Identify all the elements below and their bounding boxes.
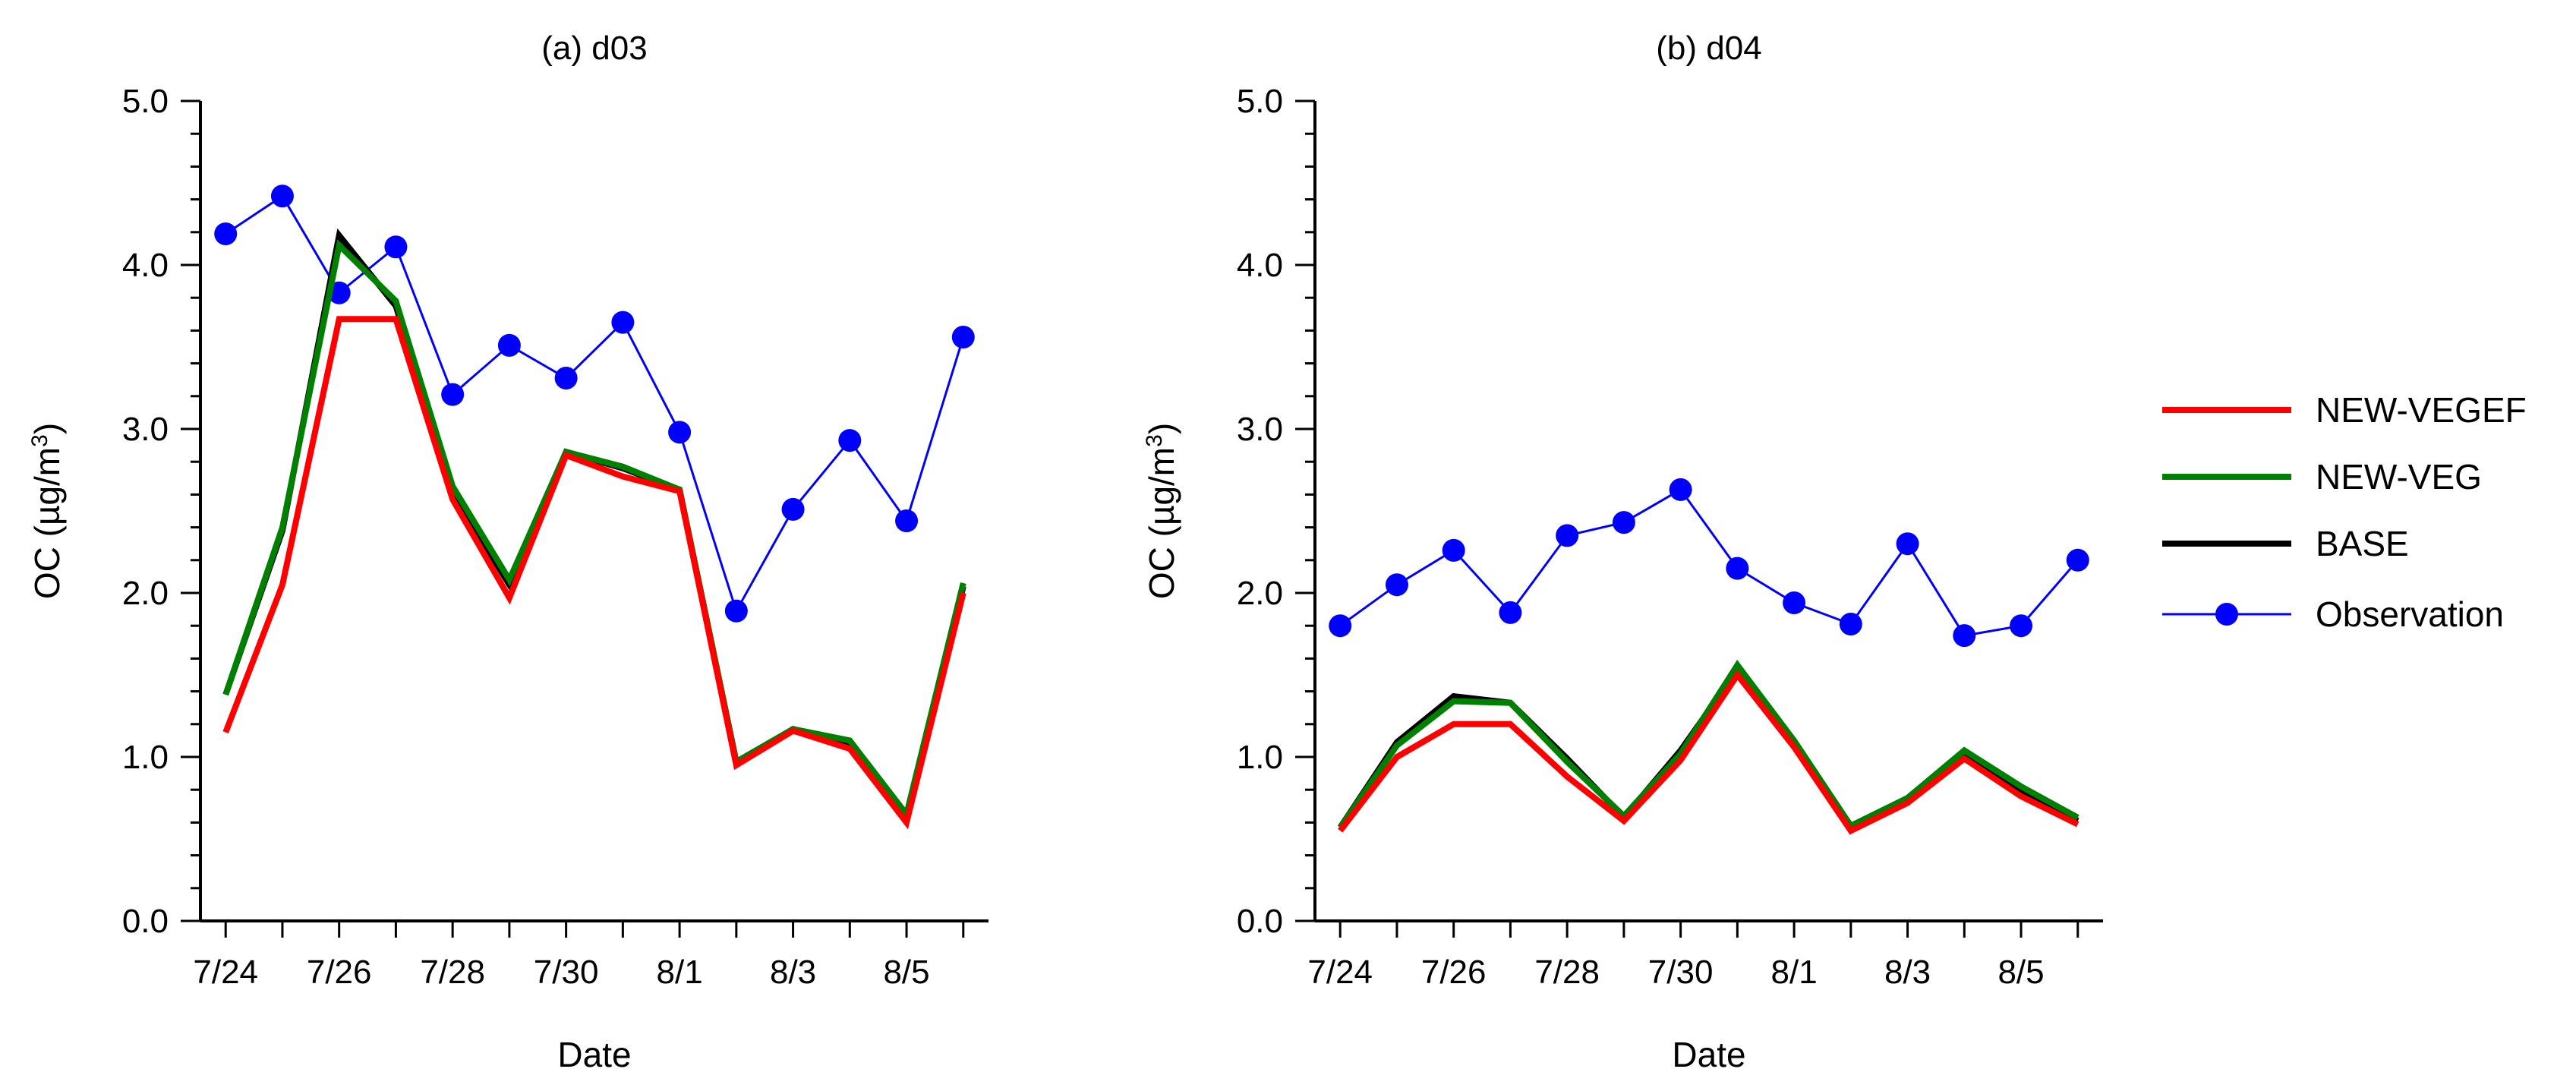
y-tick-label: 3.0 [122,411,169,448]
x-tick-label: 8/1 [1771,954,1818,991]
x-tick-label: 8/5 [1997,954,2044,991]
data-point [781,497,805,521]
series-observation [214,184,975,623]
x-tick-label: 8/3 [770,954,816,991]
x-tick-label: 7/26 [307,954,372,991]
x-tick-label: 7/24 [193,954,258,991]
series-line-new-veg [1337,659,2079,830]
y-axis-label: OC (µg/m3) [1142,423,1182,599]
y-tick-label: 4.0 [1237,247,1283,284]
legend-item-new-vegef: NEW-VEGEF [2162,390,2527,430]
y-tick-label: 3.0 [1237,411,1283,448]
series-line-new-veg [222,239,966,821]
x-tick-label: 8/1 [657,954,703,991]
data-point [611,311,635,334]
legend-item-observation: Observation [2162,594,2504,634]
data-point [554,367,578,390]
data-point [214,222,238,245]
x-axis-label: Date [557,1035,631,1074]
data-point [1499,601,1522,624]
data-point [2066,548,2089,572]
x-tick-label: 8/3 [1884,954,1931,991]
chart-title: (a) d03 [541,30,647,67]
data-point [1612,511,1635,534]
data-point [1839,613,1862,636]
y-tick-label: 0.0 [122,903,169,940]
legend-marker [2215,603,2238,626]
data-point [270,184,294,208]
y-tick-label: 0.0 [1237,903,1283,940]
legend-item-new-veg: NEW-VEG [2162,457,2482,497]
x-axis-label: Date [1672,1035,1745,1074]
x-tick-label: 7/24 [1307,954,1373,991]
series-observation [1329,478,2089,648]
y-tick-label: 2.0 [1237,575,1283,612]
series-line-observation [1339,487,2079,637]
y-tick-label: 5.0 [122,83,169,120]
chart-title: (b) d04 [1656,30,1761,67]
data-point [1669,478,1692,501]
legend-label: BASE [2316,524,2409,563]
legend-label: NEW-VEG [2316,457,2482,497]
data-point [838,429,862,452]
data-point [2010,614,2033,638]
panel-b-d04: (b) d04 0.0 1.0 2.0 3.0 4.0 5.0 7/24 7/26 7/28 7/3… [1142,30,2103,1074]
series-line-observation [225,194,965,614]
y-tick-label: 5.0 [1237,83,1283,120]
data-point [1726,557,1749,580]
data-point [1556,524,1579,547]
legend-label: NEW-VEGEF [2316,390,2527,430]
series-new-vegef [1338,670,2079,835]
data-point [1329,614,1352,638]
y-tick-label: 1.0 [122,739,169,776]
data-point [1896,532,1919,556]
panel-a-d03: (a) d03 0.0 1.0 2.0 3.0 4.0 5.0 7/24 7/26 7/28 7/3… [27,30,988,1074]
data-point [1385,573,1408,597]
series-new-vegef [222,316,966,830]
x-tick-label: 8/5 [883,954,929,991]
x-tick-label: 7/26 [1421,954,1487,991]
legend-item-base: BASE [2162,524,2409,563]
data-point [895,509,919,532]
data-point [497,333,521,357]
legend: NEW-VEGEF NEW-VEG BASE Observation [2162,390,2527,634]
data-point [668,421,692,444]
legend-label: Observation [2316,594,2504,634]
y-tick-label: 1.0 [1237,739,1283,776]
x-tick-label: 7/28 [1534,954,1600,991]
x-tick-label: 7/30 [534,954,599,991]
y-axis-label: OC (µg/m3) [27,423,68,599]
series-new-veg [222,239,966,821]
data-point [724,599,748,623]
data-point [1442,538,1465,562]
y-tick-label: 2.0 [122,575,169,612]
x-tick-label: 7/28 [420,954,485,991]
data-point [384,235,408,259]
y-tick-label: 4.0 [122,247,169,284]
data-point [1953,624,1976,648]
data-point [1783,591,1806,614]
series-line-new-vegef [222,316,966,830]
series-line-new-vegef [1338,670,2079,835]
data-point [951,326,975,349]
x-tick-label: 7/30 [1648,954,1714,991]
series-new-veg [1337,659,2079,830]
data-point [441,383,465,406]
